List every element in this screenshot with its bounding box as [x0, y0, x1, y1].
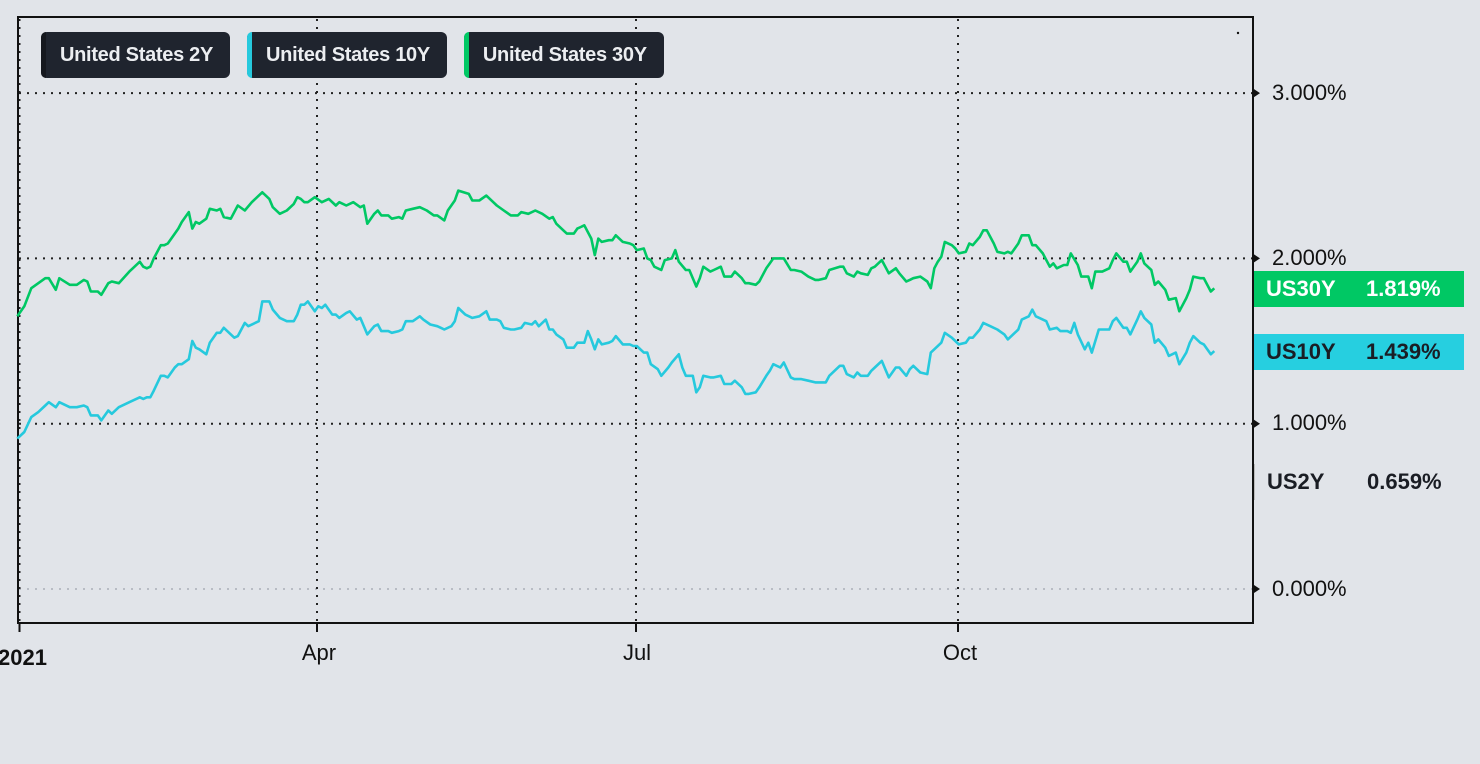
tag-symbol: US30Y: [1266, 276, 1336, 301]
y-tick-marker: [1254, 585, 1260, 593]
last-value-tag-us30y: US30Y 1.819%: [1254, 271, 1464, 307]
legend-button-us30y[interactable]: United States 30Y: [463, 32, 664, 78]
y-tick-label: 2.000%: [1272, 245, 1347, 270]
x-tick-label: Apr: [301, 640, 337, 665]
series-lines: [16, 189, 1216, 440]
y-tick-label: 1.000%: [1272, 410, 1347, 435]
y-tick-marker: [1254, 419, 1260, 428]
series-line-us30y: [16, 189, 1216, 318]
series-color-swatch: [247, 32, 253, 78]
series-color-swatch: [41, 32, 46, 78]
y-tick-marker: [1254, 254, 1260, 263]
series-color-swatch: [463, 32, 469, 78]
legend-label: United States 10Y: [266, 43, 430, 66]
tag-value: 0.659%: [1367, 469, 1442, 494]
legend-button-us10y[interactable]: United States 10Y: [247, 32, 447, 78]
x-tick-label: Oct: [942, 640, 978, 665]
y-tick-label: 3.000%: [1272, 80, 1347, 105]
series-line-us10y: [16, 300, 1216, 440]
corner-dot: [1236, 31, 1240, 35]
last-value-tag-us10y: US10Y 1.439%: [1254, 334, 1464, 370]
x-axis-ticks: [18, 623, 959, 632]
y-axis-ticks: [1254, 89, 1260, 593]
x-tick-label: Jul: [622, 640, 652, 665]
y-tick-marker: [1254, 89, 1260, 98]
legend: United States 2Y United States 10Y Unite…: [41, 32, 664, 78]
y-tick-label: 0.000%: [1272, 576, 1347, 601]
tag-value: 1.819%: [1366, 276, 1441, 301]
horizontal-gridlines: [19, 92, 1252, 590]
legend-label: United States 30Y: [482, 43, 647, 66]
tag-value: 1.439%: [1366, 339, 1441, 364]
x-tick-label-year: 2021: [0, 645, 47, 670]
legend-button-us2y[interactable]: United States 2Y: [41, 32, 231, 78]
last-value-tag-us2y: US2Y 0.659%: [1254, 464, 1464, 500]
tag-symbol: US2Y: [1267, 469, 1325, 494]
legend-label: United States 2Y: [60, 43, 214, 66]
tag-symbol: US10Y: [1266, 339, 1336, 364]
